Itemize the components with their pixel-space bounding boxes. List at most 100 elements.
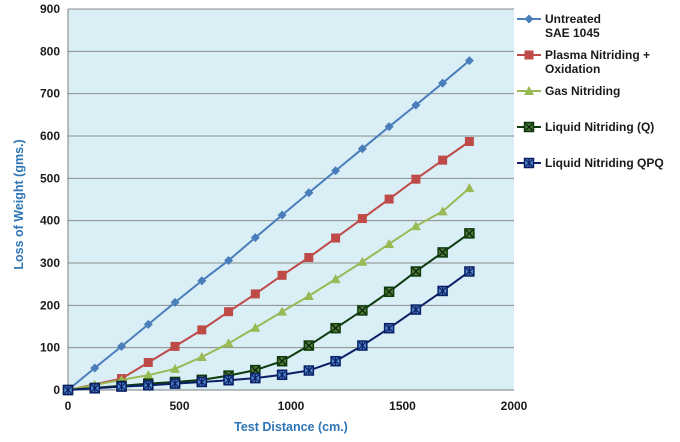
data-point — [438, 155, 448, 165]
legend-label: Plasma Nitriding + — [545, 48, 650, 62]
data-point — [357, 214, 367, 224]
data-point — [437, 247, 448, 258]
y-axis-title: Loss of Weight (gms.) — [12, 139, 26, 269]
y-tick-label: 0 — [53, 383, 60, 397]
data-point — [143, 357, 153, 367]
data-point — [117, 341, 127, 351]
data-point — [143, 380, 154, 391]
data-point — [223, 375, 234, 386]
series-line — [67, 187, 471, 391]
series-5 — [62, 266, 475, 396]
plot-area — [68, 9, 514, 390]
data-point — [464, 137, 474, 147]
data-point — [276, 369, 288, 381]
data-point — [383, 286, 395, 298]
data-point — [330, 274, 341, 284]
legend-marker — [523, 157, 535, 169]
legend-marker — [524, 14, 534, 24]
data-point — [303, 365, 315, 376]
data-point — [383, 322, 395, 334]
data-point — [89, 383, 101, 394]
data-point — [250, 322, 261, 332]
data-point — [143, 319, 153, 329]
legend-entry: Liquid Nitriding (Q) — [517, 120, 654, 134]
data-point — [357, 305, 368, 316]
y-tick-label: 700 — [40, 87, 60, 101]
data-point — [197, 325, 207, 335]
legend-label: Liquid Nitriding (Q) — [545, 120, 654, 134]
legend-label: SAE 1045 — [545, 26, 600, 40]
legend-label: Oxidation — [545, 62, 600, 76]
data-point — [303, 340, 315, 351]
data-point — [464, 56, 474, 66]
data-point — [62, 384, 74, 396]
data-point — [170, 363, 181, 373]
legend-marker — [523, 121, 535, 133]
x-tick-label: 500 — [169, 399, 189, 413]
y-tick-label: 900 — [40, 2, 60, 16]
data-point — [410, 266, 422, 277]
legend-marker — [524, 86, 534, 95]
data-point — [331, 166, 341, 176]
legend-marker — [524, 50, 534, 60]
data-point — [464, 266, 475, 277]
data-point — [411, 100, 421, 110]
axes — [67, 9, 514, 391]
data-point — [330, 322, 341, 334]
x-tick-label: 1500 — [389, 399, 416, 413]
legend-label: Liquid Nitriding QPQ — [545, 156, 664, 170]
data-point — [250, 372, 261, 384]
data-point — [303, 291, 314, 301]
data-point — [277, 270, 287, 280]
series-line — [67, 270, 470, 391]
series-line — [67, 232, 470, 391]
legend-entry: Plasma Nitriding +Oxidation — [517, 48, 650, 76]
y-tick-label: 600 — [40, 129, 60, 143]
data-point — [384, 122, 394, 132]
y-tick-label: 400 — [40, 214, 60, 228]
y-tick-label: 200 — [40, 298, 60, 312]
x-tick-label: 1000 — [278, 399, 305, 413]
data-point — [250, 233, 260, 243]
data-point — [437, 285, 448, 297]
legend-entry: Gas Nitriding — [517, 84, 620, 98]
x-axis-title: Test Distance (cm.) — [234, 420, 348, 434]
data-point — [384, 238, 395, 248]
data-point — [224, 255, 234, 265]
data-point — [384, 194, 394, 204]
legend-entry: Liquid Nitriding QPQ — [517, 156, 664, 170]
data-point — [276, 355, 288, 367]
data-point — [464, 228, 475, 239]
series-1 — [63, 56, 474, 395]
grid-lines — [68, 8, 514, 349]
data-point — [277, 210, 287, 220]
data-point — [357, 144, 367, 154]
data-point — [410, 304, 422, 315]
series-group — [62, 56, 475, 396]
data-point — [330, 355, 341, 367]
data-point — [90, 363, 100, 373]
data-point — [304, 188, 314, 198]
tick-labels: 0 100 200 300 400 500 600 700 800 900 0 500 1000 1500… — [40, 2, 528, 413]
data-point — [331, 233, 341, 243]
data-point — [410, 221, 421, 231]
y-tick-label: 300 — [40, 256, 60, 270]
data-point — [464, 183, 475, 193]
data-point — [197, 276, 207, 286]
data-point — [223, 338, 234, 348]
data-point — [437, 206, 448, 216]
data-point — [170, 297, 180, 307]
data-point — [224, 307, 234, 317]
y-tick-label: 500 — [40, 171, 60, 185]
data-point — [357, 340, 368, 351]
data-point — [196, 351, 207, 361]
data-point — [170, 341, 180, 351]
data-point — [143, 370, 154, 380]
data-point — [169, 378, 181, 389]
data-point — [357, 256, 368, 266]
data-point — [438, 78, 448, 88]
data-point — [411, 174, 421, 184]
data-point — [304, 252, 314, 262]
